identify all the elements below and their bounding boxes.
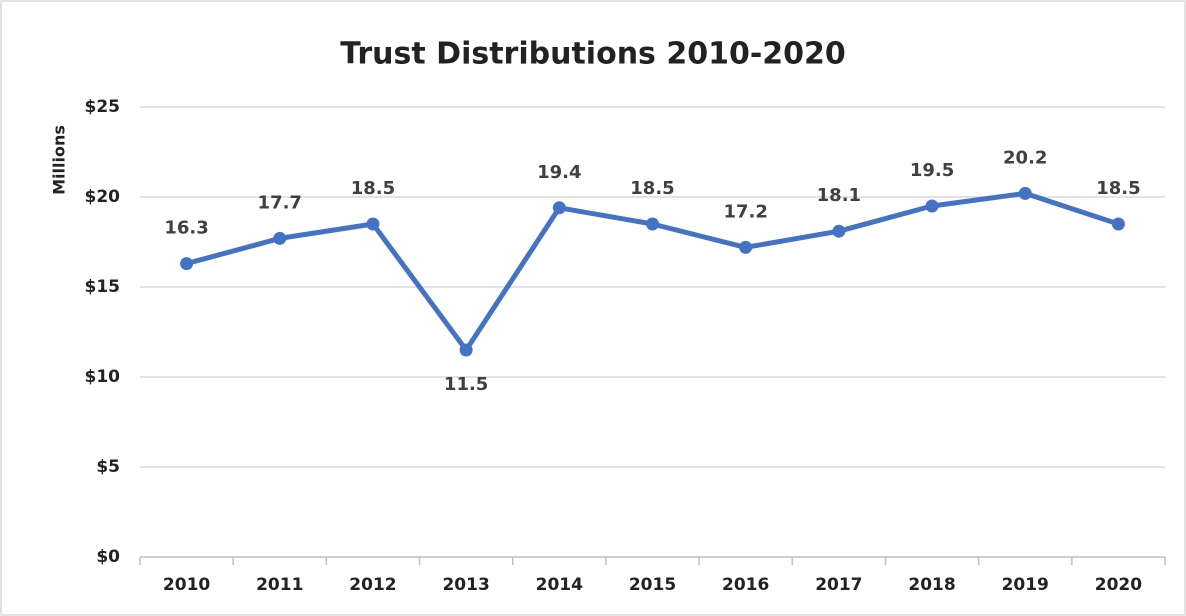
point (1111, 217, 1125, 231)
data-label: 18.5 (630, 178, 674, 199)
data-label: 19.5 (910, 160, 954, 181)
x-tick-label: 2017 (815, 575, 862, 595)
x-tick-label: 2020 (1095, 575, 1142, 595)
data-label: 20.2 (1003, 147, 1047, 168)
point (180, 257, 194, 271)
y-tick-label: $25 (85, 97, 121, 117)
chart-title: Trust Distributions 2010-2020 (340, 37, 846, 72)
data-label: 17.2 (723, 201, 767, 222)
y-axis-label: Millions (50, 125, 69, 195)
y-tick-label: $15 (85, 277, 121, 297)
point (366, 217, 380, 231)
data-label: 18.5 (1096, 178, 1140, 199)
x-tick-label: 2019 (1002, 575, 1049, 595)
x-tick-label: 2014 (536, 575, 583, 595)
x-tick-label: 2015 (629, 575, 676, 595)
data-label: 19.4 (537, 162, 581, 183)
x-tick-label: 2016 (722, 575, 769, 595)
y-tick-label: $5 (96, 457, 120, 477)
x-tick-label: 2018 (908, 575, 955, 595)
x-tick-label: 2011 (256, 575, 303, 595)
point (925, 199, 939, 213)
point (1018, 186, 1032, 200)
x-tick-label: 2013 (442, 575, 489, 595)
point (459, 343, 473, 357)
y-tick-label: $10 (85, 367, 121, 387)
x-tick-label: 2012 (349, 575, 396, 595)
point (832, 224, 846, 238)
data-label: 18.1 (817, 185, 861, 206)
y-tick-label: $20 (85, 187, 121, 207)
point (739, 240, 753, 254)
x-tick-label: 2010 (163, 575, 210, 595)
point (273, 231, 287, 245)
data-label: 16.3 (164, 218, 208, 239)
data-label: 17.7 (258, 192, 302, 213)
point (646, 217, 659, 231)
y-tick-label: $0 (96, 547, 120, 567)
point (552, 201, 566, 215)
data-label: 11.5 (444, 374, 488, 395)
data-label: 18.5 (351, 178, 395, 199)
